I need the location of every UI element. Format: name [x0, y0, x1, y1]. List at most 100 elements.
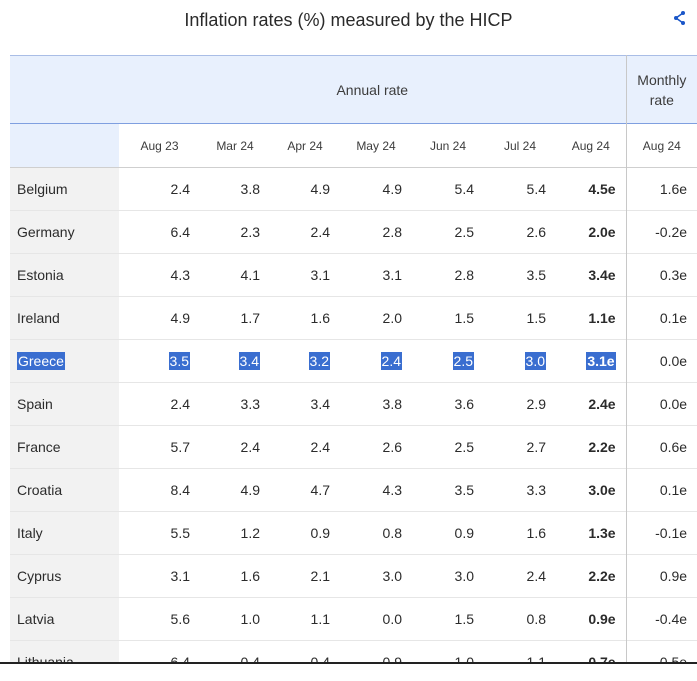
country-label: Italy	[17, 525, 43, 541]
cell-value: 3.8	[240, 181, 260, 197]
cell-value: 0.1e	[659, 482, 688, 498]
annual-cell: 1.0	[412, 641, 484, 663]
cell-value: -0.1e	[655, 525, 688, 541]
table-row: Estonia 4.3 4.1 3.1 3.1 2.8 3.5 3.4e 0.3e	[10, 253, 697, 297]
cell-value: 0.0	[382, 611, 402, 627]
cell-value: -0.4e	[655, 611, 688, 627]
country-cell: Spain	[10, 382, 119, 426]
country-cell: Ireland	[10, 296, 119, 340]
cell-value: 2.4	[170, 396, 190, 412]
cell-value: 3.4	[310, 396, 330, 412]
cell-value: 1.3e	[588, 525, 616, 541]
annual-cell: 1.1	[484, 641, 556, 663]
cell-value: 2.0e	[588, 224, 616, 240]
latest-annual-cell: 2.4e	[556, 383, 626, 426]
annual-cell: 1.1	[270, 598, 340, 641]
cell-value: -0.5e	[655, 654, 688, 663]
cell-value: 2.1	[310, 568, 330, 584]
annual-cell: 1.6	[484, 512, 556, 555]
group-header-row: Annual rate Monthly rate	[10, 55, 697, 124]
monthly-rate-line2: rate	[649, 91, 674, 108]
column-header: Aug 24	[625, 123, 697, 168]
cell-value: 0.9e	[659, 568, 688, 584]
annual-cell: 1.2	[200, 512, 270, 555]
monthly-rate-header: Monthly rate	[625, 55, 697, 124]
latest-annual-cell: 2.2e	[556, 555, 626, 598]
annual-cell: 4.1	[200, 254, 270, 297]
annual-cell: 8.4	[119, 469, 200, 512]
annual-cell: 2.1	[270, 555, 340, 598]
cell-value: 0.9	[310, 525, 330, 541]
table-row: France 5.7 2.4 2.4 2.6 2.5 2.7 2.2e 0.6e	[10, 425, 697, 469]
annual-cell: 2.5	[412, 340, 484, 383]
cell-value: 1.2	[240, 525, 260, 541]
country-cell: Italy	[10, 511, 119, 555]
monthly-cell: -0.4e	[625, 597, 697, 641]
cell-value: 5.7	[170, 439, 190, 455]
cell-value: 0.9	[454, 525, 474, 541]
cell-value: 3.0e	[588, 482, 616, 498]
cell-value: 0.8	[382, 525, 402, 541]
annual-cell: 3.4	[270, 383, 340, 426]
annual-cell: 3.3	[484, 469, 556, 512]
cell-value: 1.6	[310, 310, 330, 326]
annual-cell: 2.4	[200, 426, 270, 469]
country-label: Estonia	[17, 267, 64, 283]
annual-cell: 3.1	[340, 254, 412, 297]
annual-cell: 4.7	[270, 469, 340, 512]
annual-cell: 0.4	[200, 641, 270, 663]
cell-value: 0.9	[382, 654, 402, 663]
annual-cell: 3.1	[119, 555, 200, 598]
cell-value: 5.4	[526, 181, 546, 197]
cell-value: 2.4	[240, 439, 260, 455]
cell-value: 3.2	[308, 352, 330, 370]
annual-cell: 1.5	[484, 297, 556, 340]
table-row: Germany 6.4 2.3 2.4 2.8 2.5 2.6 2.0e -0.2e	[10, 210, 697, 254]
cell-value: 0.9e	[588, 611, 616, 627]
table-row: Cyprus 3.1 1.6 2.1 3.0 3.0 2.4 2.2e 0.9e	[10, 554, 697, 598]
annual-cell: 5.5	[119, 512, 200, 555]
cell-value: 4.7	[310, 482, 330, 498]
cell-value: 0.6e	[659, 439, 688, 455]
cell-value: 1.7	[240, 310, 260, 326]
latest-annual-cell: 1.3e	[556, 512, 626, 555]
table-row: Croatia 8.4 4.9 4.7 4.3 3.5 3.3 3.0e 0.1e	[10, 468, 697, 512]
column-header: Mar 24	[200, 123, 270, 168]
cell-value: 2.4	[310, 224, 330, 240]
annual-cell: 6.4	[119, 211, 200, 254]
share-icon[interactable]	[672, 8, 688, 28]
country-cell: Estonia	[10, 253, 119, 297]
annual-cell: 1.0	[200, 598, 270, 641]
monthly-cell: 0.1e	[625, 468, 697, 512]
latest-annual-cell: 3.4e	[556, 254, 626, 297]
cell-value: 3.5	[454, 482, 474, 498]
country-label: Spain	[17, 396, 53, 412]
cell-value: 2.3	[240, 224, 260, 240]
cell-value: 1.1	[310, 611, 330, 627]
country-cell: France	[10, 425, 119, 469]
cell-value: 1.6e	[659, 181, 688, 197]
cell-value: 0.4	[240, 654, 260, 663]
monthly-cell: -0.1e	[625, 511, 697, 555]
cell-value: 6.4	[170, 224, 190, 240]
annual-cell: 5.4	[484, 168, 556, 211]
annual-cell: 2.8	[412, 254, 484, 297]
cell-value: 1.5	[454, 611, 474, 627]
cell-value: 3.5	[526, 267, 546, 283]
latest-annual-cell: 3.0e	[556, 469, 626, 512]
annual-cell: 5.7	[119, 426, 200, 469]
annual-cell: 2.4	[340, 340, 412, 383]
cell-value: 3.3	[240, 396, 260, 412]
monthly-cell: -0.5e	[625, 640, 697, 663]
corner-cell	[10, 55, 119, 124]
annual-cell: 2.4	[484, 555, 556, 598]
latest-annual-cell: 1.1e	[556, 297, 626, 340]
cell-value: 5.5	[170, 525, 190, 541]
annual-cell: 1.5	[412, 598, 484, 641]
monthly-cell: 0.1e	[625, 296, 697, 340]
annual-cell: 0.9	[270, 512, 340, 555]
table-row: Latvia 5.6 1.0 1.1 0.0 1.5 0.8 0.9e -0.4e	[10, 597, 697, 641]
cell-value: 3.0	[524, 352, 546, 370]
column-header: Jun 24	[412, 123, 484, 168]
hicp-table-container[interactable]: Annual rate Monthly rate Aug 23 Mar 24 A…	[10, 55, 697, 663]
